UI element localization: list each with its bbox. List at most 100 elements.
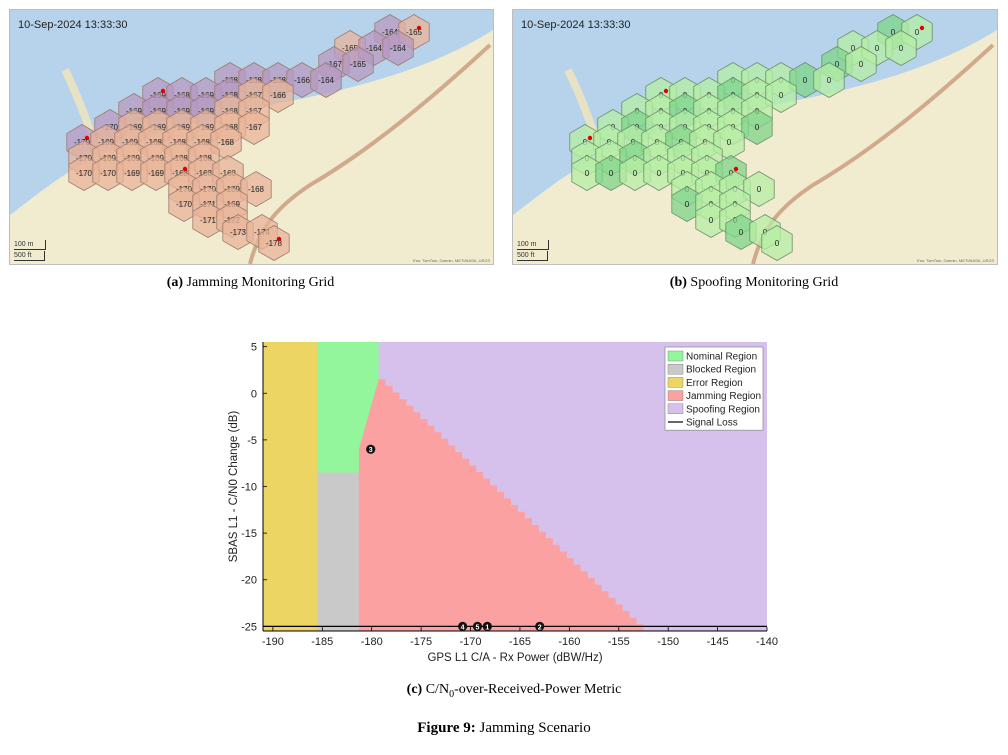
hex-marker [587,135,593,141]
map-timestamp: 10-Sep-2024 13:33:30 [18,19,128,31]
blocked-region [317,467,359,631]
spoofing-region [263,342,767,631]
hex-cell-value: -169 [124,169,141,178]
caption-c-label: (c) [406,682,423,697]
point-label-4: 4 [461,624,465,631]
point-marker-1 [482,621,492,631]
y-tick-label: -5 [247,435,257,447]
hex-grid: 0000000000000000000000000000000000000000… [569,14,933,261]
nominal-region [317,342,379,473]
map-scale-imperial: 500 ft [517,251,548,261]
hex-cell-value: -164 [318,76,335,85]
x-tick-label: -175 [410,636,432,648]
legend-label: Signal Loss [686,418,738,429]
y-axis-label: SBAS L1 - C/N0 Change (dB) [228,411,240,563]
hex-cell-value: 0 [775,239,780,248]
hex-cell-value: -164 [390,44,407,53]
hex-cell-value: -167 [326,60,343,69]
hex-cell-value: 0 [685,200,690,209]
hex-cell-value: 0 [827,76,832,85]
hex-cell-value: 0 [709,216,714,225]
hex-cell-value: 0 [779,91,784,100]
jamming-map-panel: -164-165-165-164-164-167-165-168-168-168… [9,9,494,265]
hex-cell-value: 0 [757,185,762,194]
legend-swatch [667,377,684,388]
map-scale-imperial: 500 ft [14,251,45,261]
y-tick-label: -20 [241,575,257,587]
hex-cell-value: -170 [76,169,93,178]
hex-cell-value: -165 [350,60,367,69]
hex-cell-value: 0 [755,123,760,132]
point-label-3: 3 [369,447,373,454]
caption-c-text: C/N0-over-Received-Power Metric [425,682,622,700]
legend-label: Blocked Region [686,365,756,376]
map-attribution: Esri, TomTom, Garmin, METI/NASA, USGS [413,258,490,263]
hex-marker [276,236,282,242]
legend-label: Jamming Region [686,391,761,402]
hex-cell [342,46,374,82]
hex-cell-value: -171 [200,216,217,225]
point-label-2: 2 [538,624,542,631]
hex-cell-value: -168 [248,185,265,194]
caption-a: (a) Jamming Monitoring Grid [9,275,492,291]
caption-c-main: C/N [425,682,450,697]
hex-cell-value: 0 [891,28,896,37]
jamming-region [358,379,644,631]
x-tick-label: -160 [558,636,580,648]
y-tick-label: 5 [251,342,257,354]
hex-grid: -164-165-165-164-164-167-165-168-168-168… [66,14,430,261]
hex-cell-value: -166 [270,91,287,100]
point-label-5: 5 [475,624,479,631]
hex-cell-value: -173 [230,228,247,237]
caption-a-label: (a) [166,275,184,290]
hex-cell-value: -170 [176,200,193,209]
x-tick-label: -165 [509,636,531,648]
spoofing-map-panel: 0000000000000000000000000000000000000000… [512,9,998,265]
legend-swatch [667,350,684,362]
caption-a-text: Jamming Monitoring Grid [186,275,335,290]
hex-cell-value: 0 [585,169,590,178]
hex-marker [663,88,669,94]
hex-cell-value: 0 [739,228,744,237]
y-tick-label: -25 [241,621,257,633]
hex-cell [761,225,793,261]
legend-label: Error Region [686,378,743,389]
point-marker-2 [535,621,545,631]
hex-cell [885,30,917,66]
figure-caption: Figure 9: Jamming Scenario [254,720,754,737]
hex-cell-value: 0 [915,28,920,37]
hex-cell-value: -178 [266,239,283,248]
map-scale-metric: 100 m [14,240,47,250]
x-tick-label: -185 [311,636,333,648]
hex-cell-value: 0 [835,60,840,69]
x-tick-label: -140 [756,636,778,648]
hex-cell-value: 0 [859,60,864,69]
x-axis-label: GPS L1 C/A - Rx Power (dBW/Hz) [427,652,602,664]
hex-cell-value: 0 [727,138,732,147]
hex-cell-value: 0 [633,169,638,178]
y-tick-label: -15 [241,528,257,540]
x-tick-label: -190 [262,636,284,648]
hex-cell [845,46,877,82]
legend-swatch [667,403,684,414]
hex-marker [733,166,739,172]
point-marker-5 [472,621,483,631]
hex-cell [310,62,342,98]
caption-c: (c) C/N0-over-Received-Power Metric [254,682,774,700]
legend-label: Spoofing Region [686,404,760,415]
figure-caption-label: Figure 9: [417,720,476,736]
map-attribution: Esri, TomTom, Garmin, METI/NASA, USGS [917,258,994,263]
x-tick-label: -180 [361,636,383,648]
figure-caption-text: Jamming Scenario [479,720,591,736]
hex-marker [416,25,422,31]
caption-b: (b) Spoofing Monitoring Grid [512,275,996,291]
hex-cell-value: 0 [899,44,904,53]
spoofing-map: 0000000000000000000000000000000000000000… [513,10,997,264]
point-marker-4 [458,621,468,631]
legend-label: Nominal Region [686,352,757,363]
x-tick-label: -145 [707,636,729,648]
hex-cell-value: 0 [609,169,614,178]
hex-cell-value: -164 [366,44,383,53]
error-region [263,342,318,631]
point-label-1: 1 [485,624,489,631]
